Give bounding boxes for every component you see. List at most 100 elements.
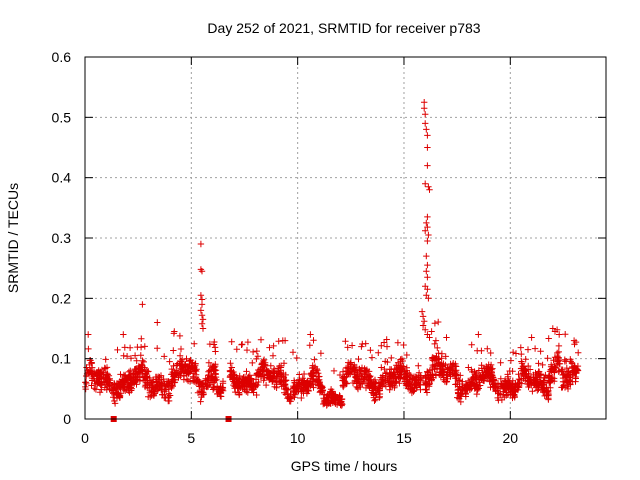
data-point (277, 373, 285, 380)
data-point (320, 400, 327, 408)
x-tick-label: 15 (396, 430, 412, 446)
data-point (564, 370, 572, 378)
data-point (269, 352, 277, 359)
data-point (391, 382, 398, 390)
data-point (212, 367, 220, 374)
data-point (233, 346, 240, 353)
data-point (83, 364, 90, 371)
data-point (125, 368, 133, 376)
data-point (431, 320, 439, 327)
data-point (165, 394, 172, 401)
data-point (469, 377, 477, 384)
data-point (425, 383, 433, 390)
data-point (197, 398, 204, 405)
data-point (455, 376, 462, 384)
data-point (467, 381, 474, 388)
data-point (388, 366, 395, 373)
data-point (271, 373, 278, 381)
data-point (144, 368, 151, 375)
data-point (144, 374, 151, 381)
data-point (330, 391, 338, 398)
data-point (267, 362, 274, 369)
data-point (378, 364, 385, 371)
data-points (82, 99, 582, 409)
data-point (412, 381, 419, 388)
data-point (475, 331, 482, 338)
data-point (556, 360, 564, 367)
data-point (336, 371, 344, 379)
data-point (153, 378, 160, 385)
data-point (160, 375, 167, 383)
x-tick-label: 20 (503, 430, 519, 446)
data-point (137, 352, 144, 359)
data-point (413, 377, 420, 384)
data-point (426, 334, 433, 341)
y-tick-label: 0.5 (52, 109, 72, 125)
data-point (254, 372, 262, 379)
data-point (278, 383, 285, 390)
data-point (454, 380, 461, 388)
data-point (418, 308, 426, 315)
x-tick-label: 5 (187, 430, 195, 446)
data-point (386, 386, 393, 393)
data-point (249, 348, 257, 356)
data-point (572, 373, 579, 381)
data-point (497, 375, 504, 382)
data-point (249, 359, 256, 367)
data-point (88, 382, 95, 389)
data-point (489, 381, 496, 388)
data-point (170, 347, 177, 354)
data-point (203, 383, 211, 391)
data-point (127, 355, 135, 362)
y-tick-label: 0.2 (52, 290, 72, 306)
data-point (500, 384, 508, 391)
data-point (104, 382, 112, 390)
data-point (361, 371, 368, 378)
data-point (422, 120, 429, 127)
data-point (518, 350, 525, 358)
y-tick-label: 0.1 (52, 351, 72, 367)
data-point (214, 390, 222, 397)
data-point (509, 390, 516, 398)
data-point (238, 341, 245, 348)
data-point (89, 364, 96, 371)
data-point (313, 376, 320, 384)
data-point (177, 345, 185, 353)
data-point (273, 375, 281, 382)
data-point (248, 387, 256, 394)
data-point (376, 393, 383, 400)
data-point (444, 366, 451, 373)
data-point (236, 390, 243, 398)
data-point (444, 375, 451, 382)
data-point (306, 380, 314, 388)
data-point (289, 349, 297, 356)
data-point (394, 339, 402, 346)
data-point (165, 386, 172, 393)
data-point (171, 379, 178, 386)
data-point (324, 398, 331, 405)
data-point (352, 373, 359, 381)
data-point (117, 385, 124, 392)
data-point (506, 367, 513, 375)
data-point (403, 351, 410, 359)
data-point (330, 392, 337, 399)
data-point (372, 379, 379, 386)
data-point (362, 340, 369, 347)
data-point (368, 354, 376, 361)
data-point (529, 388, 536, 395)
data-point (109, 387, 117, 395)
data-point (528, 334, 535, 341)
data-point (200, 390, 207, 398)
data-point (184, 367, 191, 374)
data-point (319, 384, 326, 391)
data-point (522, 366, 529, 373)
data-point (349, 379, 357, 387)
data-point (435, 360, 442, 367)
data-point (232, 388, 239, 396)
data-point (343, 380, 351, 387)
data-point (370, 390, 377, 398)
data-point (280, 360, 288, 367)
data-point (567, 380, 574, 388)
data-point (307, 331, 314, 338)
data-point (276, 362, 283, 370)
